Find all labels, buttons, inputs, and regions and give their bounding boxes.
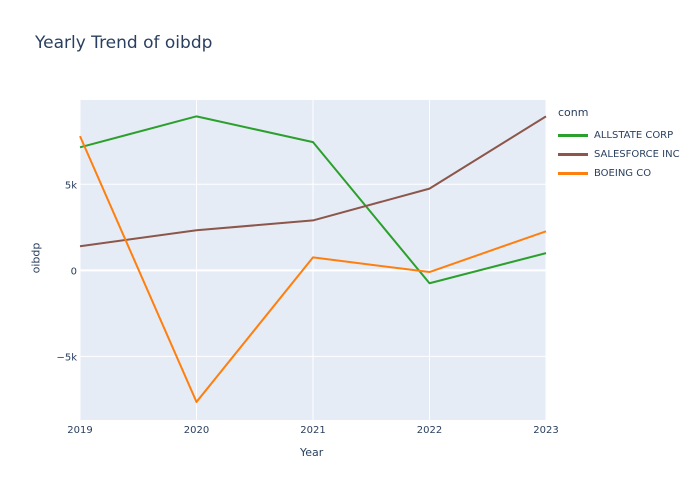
x-axis-title: Year <box>300 446 324 459</box>
series-line-0[interactable] <box>79 115 547 285</box>
x-tick-label: 2019 <box>67 425 92 436</box>
legend-label-allstate: ALLSTATE CORP <box>594 130 674 141</box>
legend-swatch-allstate <box>558 134 588 137</box>
legend-item-salesforce[interactable]: SALESFORCE INC <box>558 145 680 164</box>
y-tick-label: 5k <box>65 180 77 191</box>
y-tick-label: −5k <box>56 352 77 363</box>
x-tick-label: 2020 <box>184 425 209 436</box>
legend-item-allstate[interactable]: ALLSTATE CORP <box>558 126 680 145</box>
series-line-1[interactable] <box>79 115 547 248</box>
legend: conm ALLSTATE CORP SALESFORCE INC BOEING… <box>558 106 680 183</box>
legend-swatch-salesforce <box>558 153 588 156</box>
y-axis-title: oibdp <box>29 242 43 274</box>
chart-title: Yearly Trend of oibdp <box>35 33 213 53</box>
y-tick-label: 0 <box>71 266 77 277</box>
legend-item-boeing[interactable]: BOEING CO <box>558 164 680 183</box>
x-tick-label: 2022 <box>417 425 442 436</box>
legend-title: conm <box>558 106 589 119</box>
legend-label-boeing: BOEING CO <box>594 168 652 179</box>
grid-layer <box>79 100 547 420</box>
tick-layer: 2019 2020 2021 2022 2023 −5k 0 5k <box>56 180 558 436</box>
x-tick-label: 2021 <box>300 425 325 436</box>
legend-label-salesforce: SALESFORCE INC <box>594 149 680 160</box>
x-tick-label: 2023 <box>533 425 558 436</box>
series-layer <box>79 115 547 403</box>
legend-swatch-boeing <box>558 172 588 175</box>
series-line-2[interactable] <box>79 135 547 403</box>
